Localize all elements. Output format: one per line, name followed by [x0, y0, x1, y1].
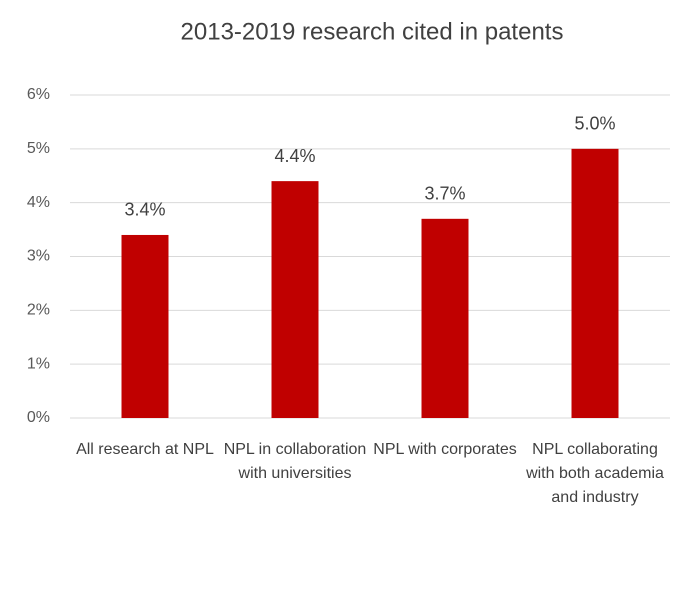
chart-title: 2013-2019 research cited in patents: [181, 18, 564, 45]
value-label: 4.4%: [274, 146, 315, 166]
y-tick-label: 4%: [27, 194, 50, 211]
x-tick-label: NPL with corporates: [373, 441, 517, 458]
bar: [421, 218, 469, 418]
y-tick-label: 3%: [27, 248, 50, 265]
value-label: 3.4%: [124, 200, 165, 220]
y-tick-label: 2%: [27, 302, 50, 319]
value-label: 5.0%: [574, 114, 615, 134]
y-tick-label: 1%: [27, 355, 50, 372]
y-tick-label: 0%: [27, 409, 50, 426]
value-label: 3.7%: [424, 184, 465, 204]
bar: [121, 234, 169, 418]
x-tick-label: NPL collaborating with both academia and…: [526, 441, 664, 506]
y-tick-label: 6%: [27, 86, 50, 103]
bar: [271, 181, 319, 418]
y-tick-label: 5%: [27, 140, 50, 157]
x-tick-label: NPL in collaboration with universities: [223, 441, 367, 482]
bar: [571, 148, 619, 419]
x-tick-label: All research at NPL: [76, 441, 214, 458]
